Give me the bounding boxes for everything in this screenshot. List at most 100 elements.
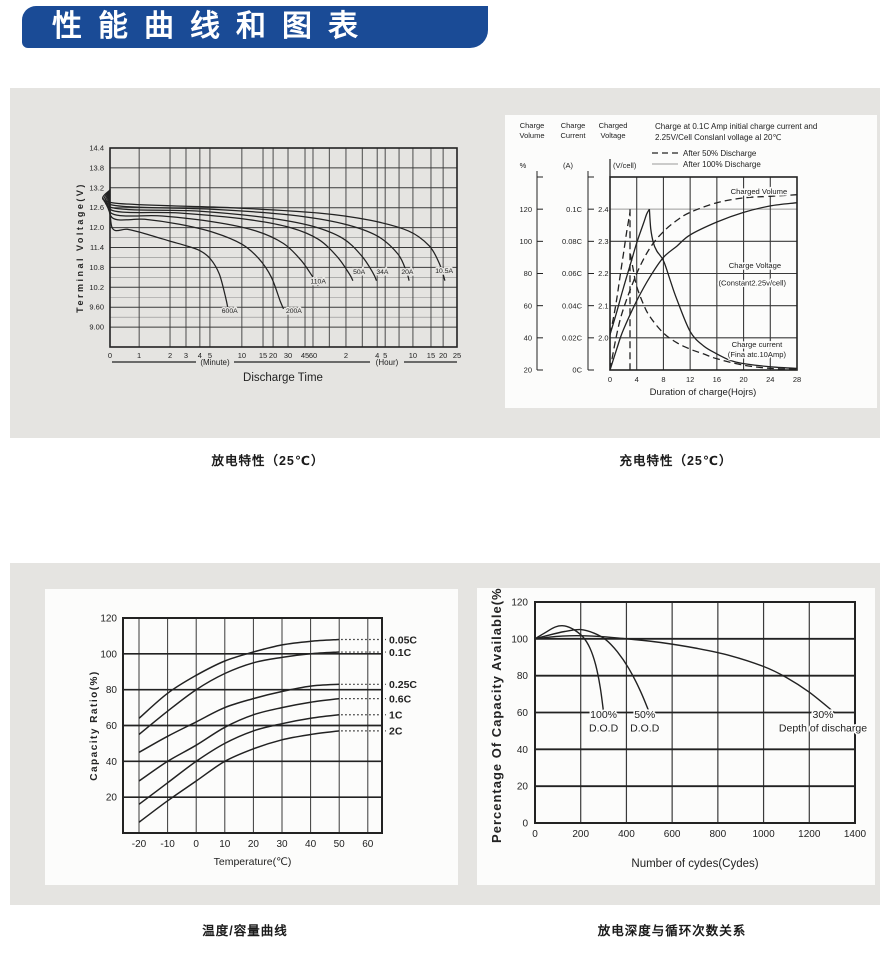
svg-text:40: 40	[305, 839, 317, 850]
svg-text:4: 4	[198, 351, 202, 360]
svg-text:15: 15	[427, 351, 435, 360]
svg-text:(Minute): (Minute)	[200, 358, 230, 367]
svg-text:2C: 2C	[389, 726, 403, 738]
temperature-capacity-chart: 20 40 60 80 100 120 -20 -10 0 10 20 30 40 50 60 Tempera…	[45, 589, 458, 885]
svg-text:200: 200	[572, 829, 589, 840]
svg-text:40: 40	[106, 757, 118, 768]
svg-text:2.0: 2.0	[598, 334, 608, 343]
svg-text:After 100% Discharge: After 100% Discharge	[683, 160, 761, 169]
svg-text:400: 400	[618, 829, 635, 840]
svg-text:20: 20	[269, 351, 277, 360]
charge-chart-svg: 120100806040200.1C0.08C0.06C0.04C0.02C0C…	[519, 121, 817, 398]
svg-text:10: 10	[409, 351, 417, 360]
svg-text:120: 120	[100, 614, 117, 625]
svg-text:0C: 0C	[572, 366, 582, 375]
svg-text:20: 20	[439, 351, 447, 360]
svg-text:16: 16	[713, 375, 721, 384]
svg-text:800: 800	[710, 829, 727, 840]
svg-text:Terminal Voltage(V): Terminal Voltage(V)	[75, 182, 85, 313]
svg-text:20: 20	[739, 375, 747, 384]
svg-text:0.08C: 0.08C	[562, 237, 583, 246]
svg-text:2.3: 2.3	[598, 237, 608, 246]
svg-text:100: 100	[100, 649, 117, 660]
svg-text:20: 20	[248, 839, 260, 850]
svg-text:50A: 50A	[353, 269, 366, 276]
svg-text:10.5A: 10.5A	[435, 268, 453, 275]
svg-text:9.00: 9.00	[89, 323, 104, 332]
svg-text:0: 0	[522, 819, 528, 830]
caption-cycle: 放电深度与循环次数关系	[597, 924, 747, 938]
svg-text:600A: 600A	[222, 308, 238, 315]
svg-text:2.1: 2.1	[598, 301, 608, 310]
section-header-bar: 性能曲线和图表	[22, 6, 488, 48]
svg-text:60: 60	[517, 708, 529, 719]
svg-text:28: 28	[793, 375, 801, 384]
page-title: 性能曲线和图表	[52, 10, 374, 43]
svg-text:50%: 50%	[634, 709, 655, 721]
svg-text:10.8: 10.8	[89, 263, 104, 272]
svg-text:(V/cell): (V/cell)	[613, 161, 637, 170]
svg-text:0.04C: 0.04C	[562, 301, 583, 310]
svg-text:25: 25	[453, 351, 461, 360]
svg-text:5: 5	[208, 351, 212, 360]
svg-text:0.1C: 0.1C	[389, 647, 412, 659]
temperature-chart-svg: 20 40 60 80 100 120 -20 -10 0 10 20 30 40 50 60 Tempera…	[89, 614, 419, 869]
svg-text:(Constant2.25v/cell): (Constant2.25v/cell)	[718, 279, 786, 288]
svg-text:11.4: 11.4	[90, 243, 104, 252]
svg-text:-10: -10	[160, 839, 175, 850]
svg-text:Charged Volume: Charged Volume	[731, 187, 788, 196]
svg-text:0: 0	[532, 829, 538, 840]
svg-text:200A: 200A	[286, 308, 302, 315]
svg-text:Charge Voltage: Charge Voltage	[729, 261, 781, 270]
svg-text:120: 120	[511, 598, 528, 609]
svg-text:100: 100	[519, 237, 532, 246]
svg-text:100%: 100%	[590, 709, 617, 721]
svg-text:20A: 20A	[401, 269, 414, 276]
svg-text:0.05C: 0.05C	[389, 634, 417, 646]
svg-text:45: 45	[301, 351, 309, 360]
svg-text:0.6C: 0.6C	[389, 693, 412, 705]
cycle-life-chart: 0 20 40 60 80 100 120 0 200 400 600 800 1000 1200 1400…	[477, 588, 875, 885]
svg-text:Charge: Charge	[520, 121, 545, 130]
svg-text:80: 80	[517, 671, 529, 682]
svg-text:9.60: 9.60	[89, 303, 104, 312]
svg-text:Charge at 0.1C Amp initial cha: Charge at 0.1C Amp initial charge curren…	[655, 122, 817, 131]
svg-text:(A): (A)	[563, 161, 574, 170]
svg-text:1000: 1000	[752, 829, 775, 840]
svg-text:0.1C: 0.1C	[566, 205, 582, 214]
svg-text:Number of cydes(Cydes): Number of cydes(Cydes)	[631, 858, 758, 870]
svg-text:1C: 1C	[389, 710, 403, 722]
svg-text:%: %	[520, 161, 527, 170]
caption-discharge: 放电特性（25℃）	[211, 454, 325, 468]
discharge-chart-svg: 14.4 13.8 13.2 12.6 12.0 11.4 10.8 10.2 9.60 9.00…	[75, 144, 461, 385]
charge-characteristics-chart: 120 100 80 60 40 20 0.1C 0.08C 0.06C 0.04C 0.02C 0C…	[505, 115, 877, 408]
svg-text:20: 20	[517, 782, 529, 793]
svg-text:0: 0	[108, 351, 112, 360]
svg-text:60: 60	[362, 839, 374, 850]
svg-text:600: 600	[664, 829, 681, 840]
svg-text:4: 4	[375, 351, 379, 360]
svg-text:2.25V/Cell Conslanl vollage al: 2.25V/Cell Conslanl vollage al 20℃	[655, 133, 781, 142]
svg-text:20: 20	[106, 793, 118, 804]
svg-text:12: 12	[686, 375, 694, 384]
svg-text:12.0: 12.0	[89, 223, 104, 232]
svg-text:Volume: Volume	[519, 131, 544, 140]
svg-text:Temperature(℃): Temperature(℃)	[214, 856, 292, 868]
svg-text:10: 10	[219, 839, 231, 850]
svg-text:Charge current: Charge current	[732, 340, 784, 349]
svg-text:D.O.D: D.O.D	[589, 723, 619, 735]
svg-text:34A: 34A	[376, 269, 389, 276]
svg-text:13.2: 13.2	[89, 183, 104, 192]
svg-text:Charged: Charged	[599, 121, 628, 130]
svg-text:13.8: 13.8	[89, 163, 104, 172]
svg-text:30: 30	[284, 351, 292, 360]
svg-text:Depth of discharge: Depth of discharge	[779, 723, 867, 735]
svg-text:Duration of charge(Hojrs): Duration of charge(Hojrs)	[650, 387, 757, 398]
discharge-characteristics-chart: 14.4 13.8 13.2 12.6 12.0 11.4 10.8 10.2 9.60 9.00…	[20, 100, 490, 400]
svg-text:40: 40	[517, 745, 529, 756]
svg-text:10: 10	[238, 351, 246, 360]
svg-text:4: 4	[635, 375, 639, 384]
svg-text:2.4: 2.4	[598, 205, 608, 214]
svg-text:0.02C: 0.02C	[562, 334, 583, 343]
